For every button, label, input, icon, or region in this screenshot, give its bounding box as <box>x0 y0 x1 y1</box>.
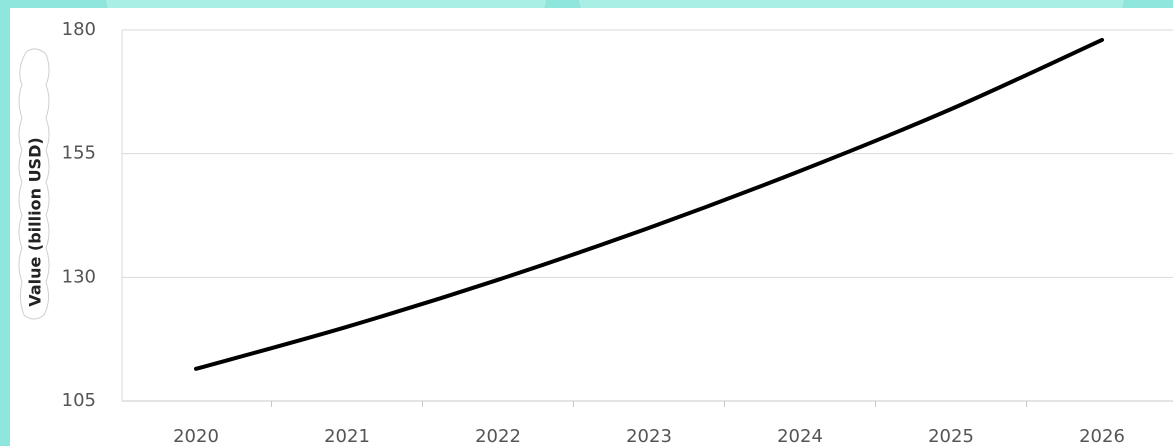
x-tick-label: 2024 <box>777 426 823 446</box>
x-tick-labels: 2020 2021 2022 2023 2024 2025 2026 <box>173 426 1125 446</box>
y-axis-label-outline <box>18 48 50 320</box>
x-tick-label: 2022 <box>475 426 521 446</box>
x-tick-label: 2020 <box>173 426 219 446</box>
x-tick-label: 2023 <box>626 426 672 446</box>
y-tick-labels: 105 130 155 180 <box>62 19 96 411</box>
chart-panel <box>10 8 1173 446</box>
y-axis-label-group: Value (billion USD) <box>18 48 50 320</box>
gridlines <box>122 29 1173 278</box>
x-tick-label: 2021 <box>324 426 370 446</box>
y-tick-label: 130 <box>62 266 96 287</box>
axes <box>121 30 1173 407</box>
x-tick-label: 2025 <box>928 426 974 446</box>
x-tick-label: 2026 <box>1079 426 1125 446</box>
series-lines <box>194 37 1104 371</box>
y-tick-label: 180 <box>62 19 96 40</box>
y-tick-label: 155 <box>62 143 96 164</box>
y-axis-label: Value (billion USD) <box>26 137 45 306</box>
series-line <box>194 37 1104 371</box>
y-tick-label: 105 <box>62 390 96 411</box>
